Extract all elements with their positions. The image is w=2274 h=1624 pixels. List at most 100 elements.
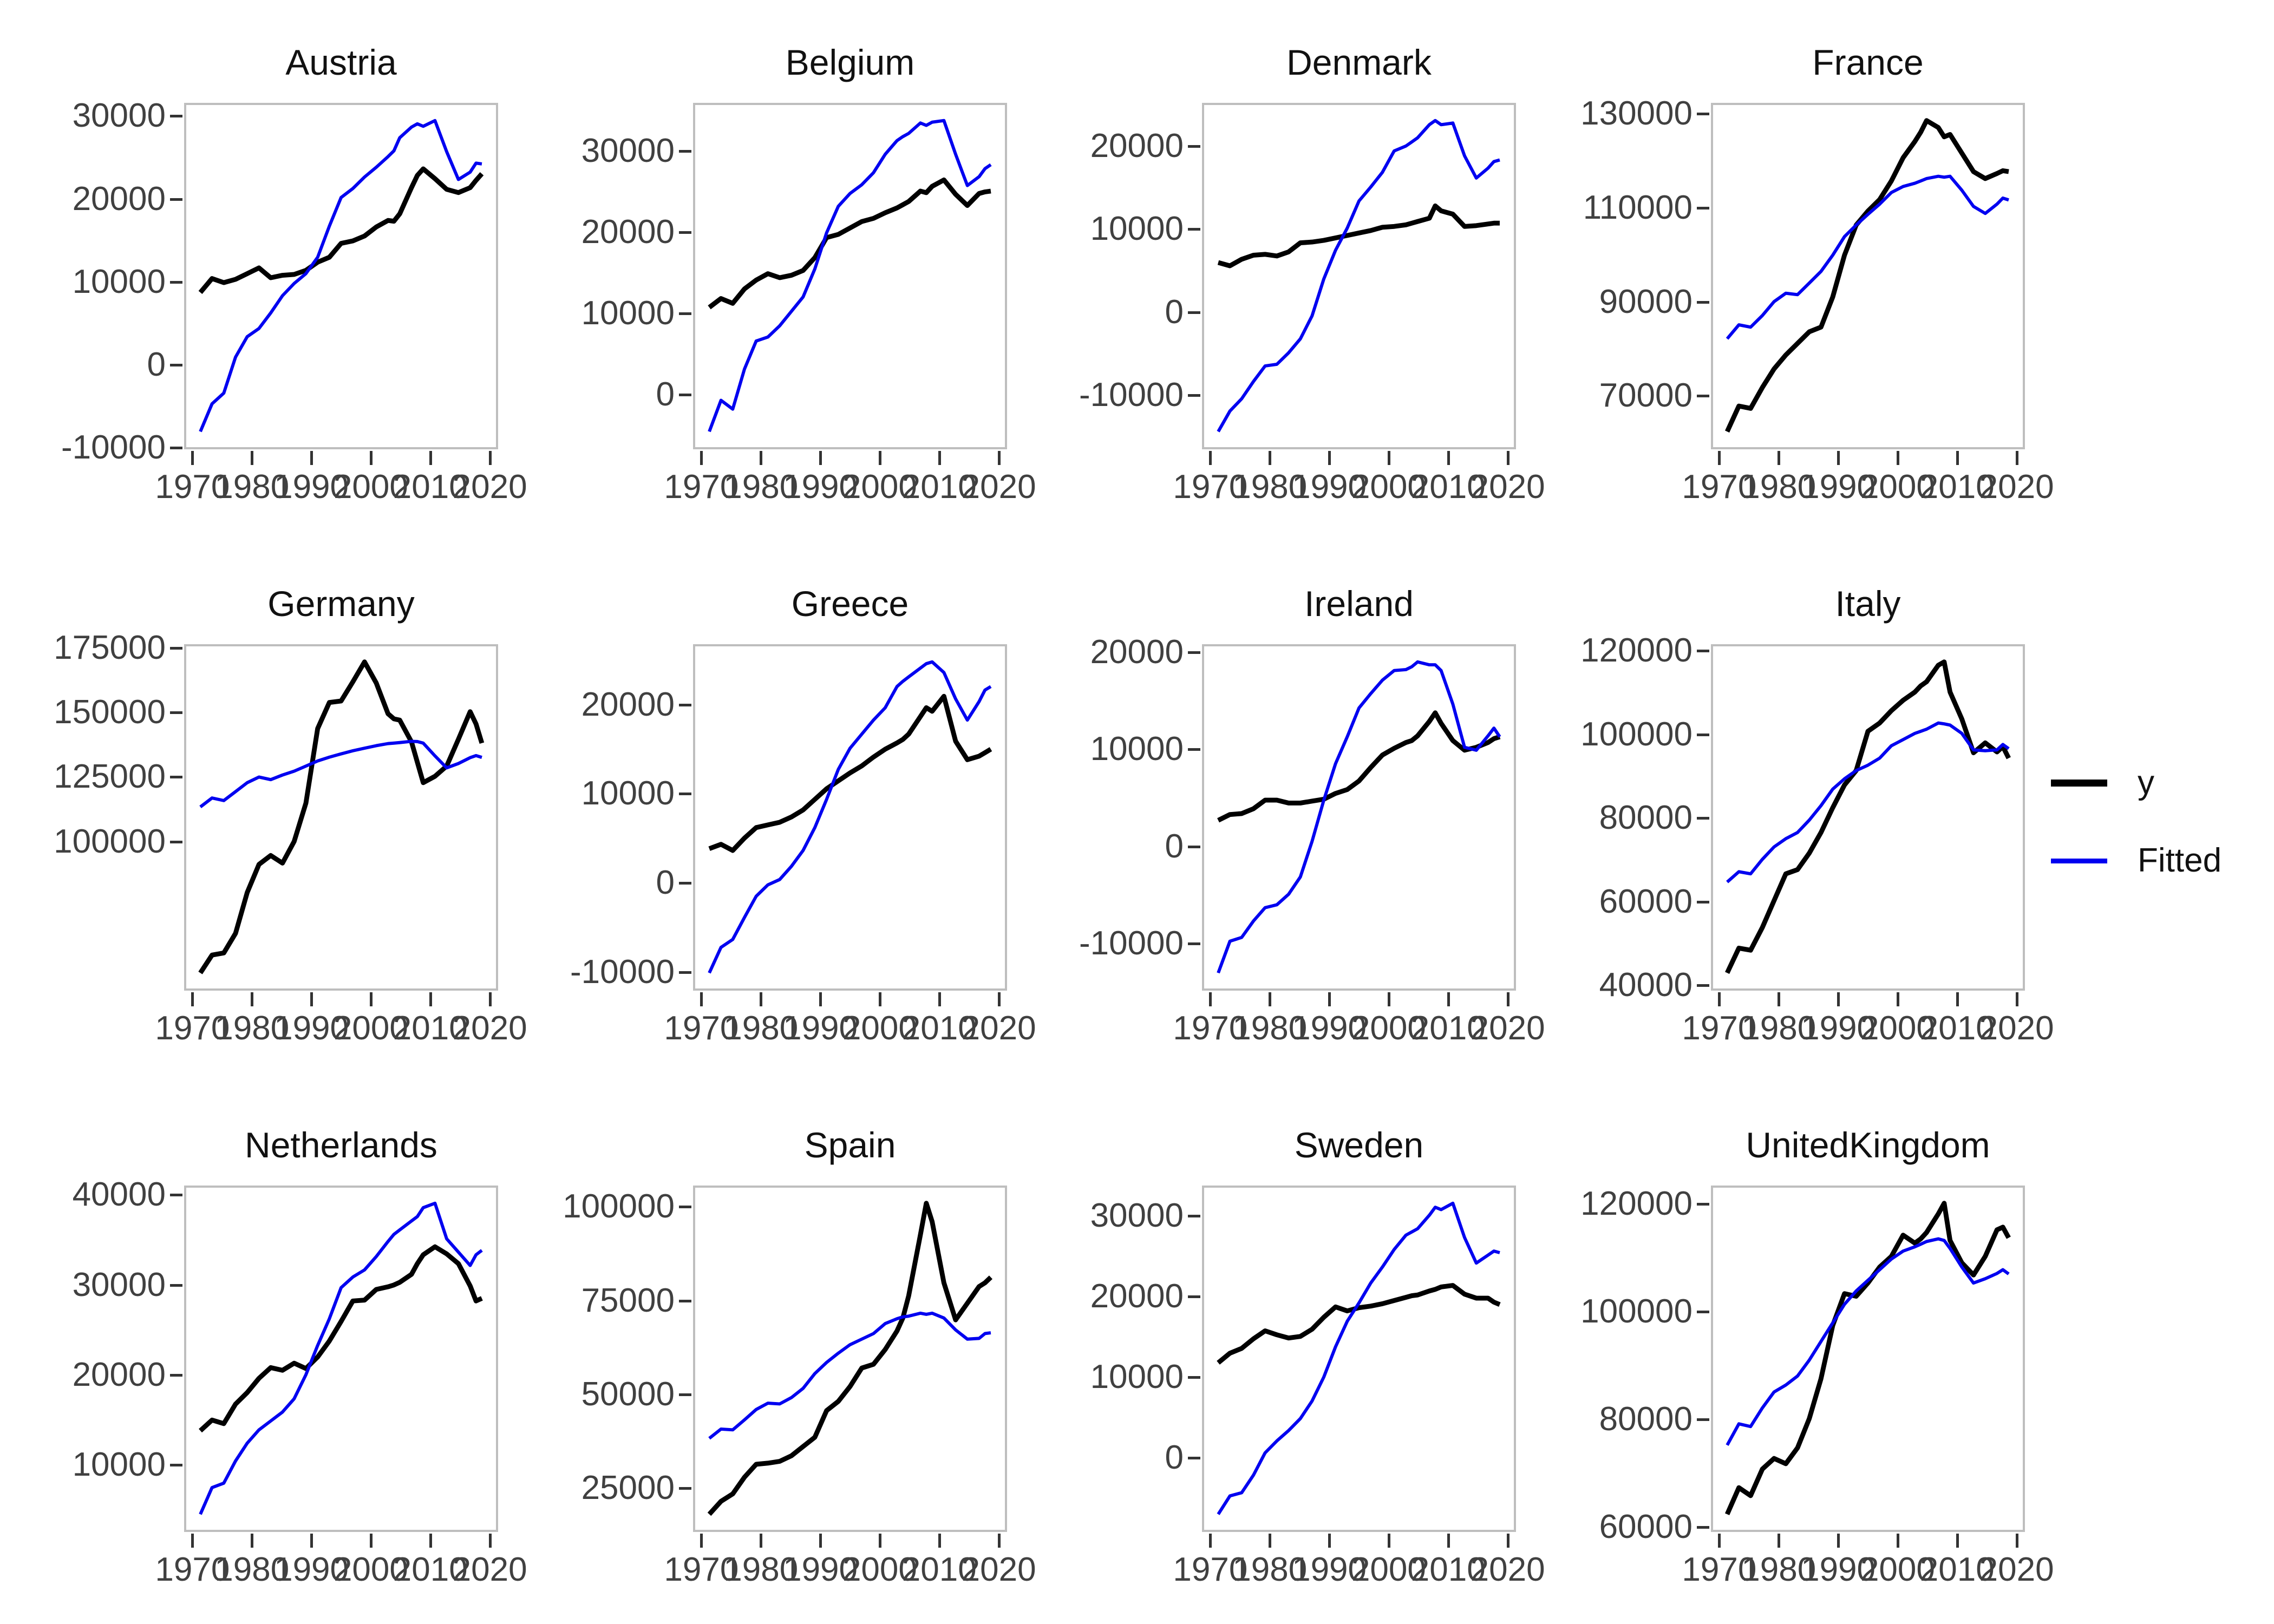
x-axis-tick-label: 2020 — [1470, 1010, 1545, 1047]
plot-panel — [1202, 1186, 1516, 1532]
facet-grid: Austria -10000 0 10000 20000 30000 1970 1980 199… — [5, 0, 2054, 1624]
y-axis-tick-label: 80000 — [1599, 799, 1693, 837]
x-axis-tick-mark — [700, 1534, 703, 1548]
x-axis-tick-label: 2020 — [1979, 1551, 2054, 1588]
y-axis-tick-label: 40000 — [72, 1176, 166, 1214]
x-axis-tick-label: 2000 — [1351, 1010, 1426, 1047]
y-axis-tick-mark — [1188, 845, 1200, 848]
plot-area — [1724, 1201, 2011, 1516]
x-axis-tick-label: 1970 — [155, 468, 230, 506]
x-axis-tick-mark — [1387, 1534, 1390, 1548]
legend-item-fitted: Fitted — [2051, 835, 2221, 887]
x-axis-tick-label: 1970 — [664, 1551, 739, 1588]
x-axis-tick-label: 1970 — [155, 1010, 230, 1047]
y-axis-tick-label: 30000 — [581, 132, 675, 170]
x-axis-tick-mark — [1269, 1534, 1272, 1548]
x-axis-tick-label: 1990 — [1801, 1551, 1876, 1588]
y-axis-tick-mark — [1188, 145, 1200, 148]
facet-title: Italy — [1835, 584, 1901, 624]
x-axis-tick-mark — [760, 992, 763, 1006]
y-axis-tick-label: 30000 — [72, 1266, 166, 1304]
x-axis-tick-label: 2000 — [842, 1551, 917, 1588]
x-axis-tick-label: 1980 — [214, 1010, 290, 1047]
y-axis-tick-mark — [679, 231, 691, 234]
y-axis-tick-label: 20000 — [72, 180, 166, 218]
y-axis-tick-label: 90000 — [1599, 283, 1693, 320]
x-axis-tick-label: 2020 — [452, 1551, 527, 1588]
x-axis-tick-label: 1990 — [274, 1010, 349, 1047]
x-axis-tick-label: 2000 — [1860, 1551, 1935, 1588]
x-axis-tick-mark — [1896, 451, 1899, 465]
x-axis-tick-label: 2010 — [901, 468, 977, 506]
facet-title: Ireland — [1304, 584, 1414, 624]
line-y — [1217, 203, 1500, 269]
x-axis-tick-mark — [251, 1534, 254, 1548]
x-axis-tick-mark — [819, 992, 822, 1006]
y-axis-tick-label: 20000 — [1090, 633, 1184, 671]
line-y — [708, 693, 992, 853]
x-axis-tick-label: 1990 — [1292, 468, 1367, 506]
x-axis-tick-label: 1990 — [274, 1551, 349, 1588]
facet-ireland: Ireland -10000 0 10000 20000 1970 1980 1990 2000… — [1023, 541, 1545, 1083]
line-fitted — [199, 119, 482, 433]
x-axis-tick-label: 1970 — [1173, 1551, 1248, 1588]
x-axis-tick-label: 2010 — [1919, 1010, 1995, 1047]
line-y — [1725, 659, 2011, 974]
x-axis-tick-label: 2020 — [961, 1551, 1036, 1588]
x-axis-tick-mark — [760, 1534, 763, 1548]
x-axis-tick-mark — [878, 992, 881, 1006]
plot-area — [198, 119, 484, 433]
y-axis-tick-mark — [1697, 1525, 1709, 1529]
x-axis-tick-mark — [1447, 451, 1450, 465]
y-axis-tick-label: 10000 — [72, 263, 166, 300]
x-axis-tick-mark — [488, 992, 492, 1006]
x-axis-tick-label: 2020 — [1470, 468, 1545, 506]
y-axis-tick-mark — [170, 280, 182, 284]
y-axis-tick-mark — [679, 793, 691, 796]
x-axis-tick-mark — [997, 451, 1001, 465]
y-axis-tick-mark — [1697, 817, 1709, 820]
facet-belgium: Belgium 0 10000 20000 30000 1970 1980 1990 2000 2… — [514, 0, 1036, 541]
x-axis-tick-mark — [997, 992, 1001, 1006]
line-fitted — [1726, 721, 2010, 883]
y-axis-tick-mark — [1188, 228, 1200, 231]
x-axis-tick-label: 2010 — [1410, 1010, 1486, 1047]
y-axis-tick-label: 100000 — [1580, 715, 1693, 753]
y-axis-tick-mark — [170, 1464, 182, 1467]
x-axis-tick-label: 2020 — [1979, 468, 2054, 506]
y-axis-tick-label: 100000 — [54, 822, 166, 860]
legend-label-fitted: Fitted — [2138, 842, 2222, 879]
x-axis-tick-label: 1980 — [723, 1010, 799, 1047]
x-axis-tick-label: 1990 — [1292, 1010, 1367, 1047]
y-axis-tick-mark — [1697, 733, 1709, 736]
y-axis-tick-mark — [1697, 395, 1709, 398]
x-axis-tick-mark — [1209, 451, 1212, 465]
x-axis-tick-mark — [369, 451, 373, 465]
plot-panel — [184, 1186, 498, 1532]
plot-area — [707, 1201, 993, 1516]
y-axis-tick-mark — [679, 703, 691, 706]
y-axis-tick-mark — [170, 198, 182, 201]
y-axis-tick-mark — [679, 312, 691, 315]
x-axis-tick-mark — [429, 451, 432, 465]
x-axis-tick-mark — [369, 1534, 373, 1548]
x-axis-tick-mark — [251, 451, 254, 465]
x-axis-tick-label: 1970 — [1173, 1010, 1248, 1047]
y-axis-tick-mark — [170, 446, 182, 449]
plot-area — [198, 659, 485, 974]
plot-panel — [184, 644, 498, 991]
x-axis-tick-mark — [369, 992, 373, 1006]
x-axis-tick-mark — [310, 992, 313, 1006]
x-axis-tick-label: 2020 — [1979, 1010, 2054, 1047]
x-axis-tick-mark — [2015, 1534, 2018, 1548]
x-axis-tick-label: 1990 — [1292, 1551, 1367, 1588]
x-axis-tick-mark — [938, 992, 941, 1006]
x-axis-tick-mark — [1328, 451, 1331, 465]
line-fitted — [199, 1201, 483, 1515]
y-axis-tick-mark — [679, 1299, 691, 1302]
y-axis-tick-label: 40000 — [1599, 966, 1693, 1004]
y-axis-tick-mark — [1188, 394, 1200, 397]
y-axis-tick-label: -10000 — [61, 428, 166, 466]
y-axis-tick-mark — [1697, 650, 1709, 653]
plot-panel — [1202, 644, 1516, 991]
